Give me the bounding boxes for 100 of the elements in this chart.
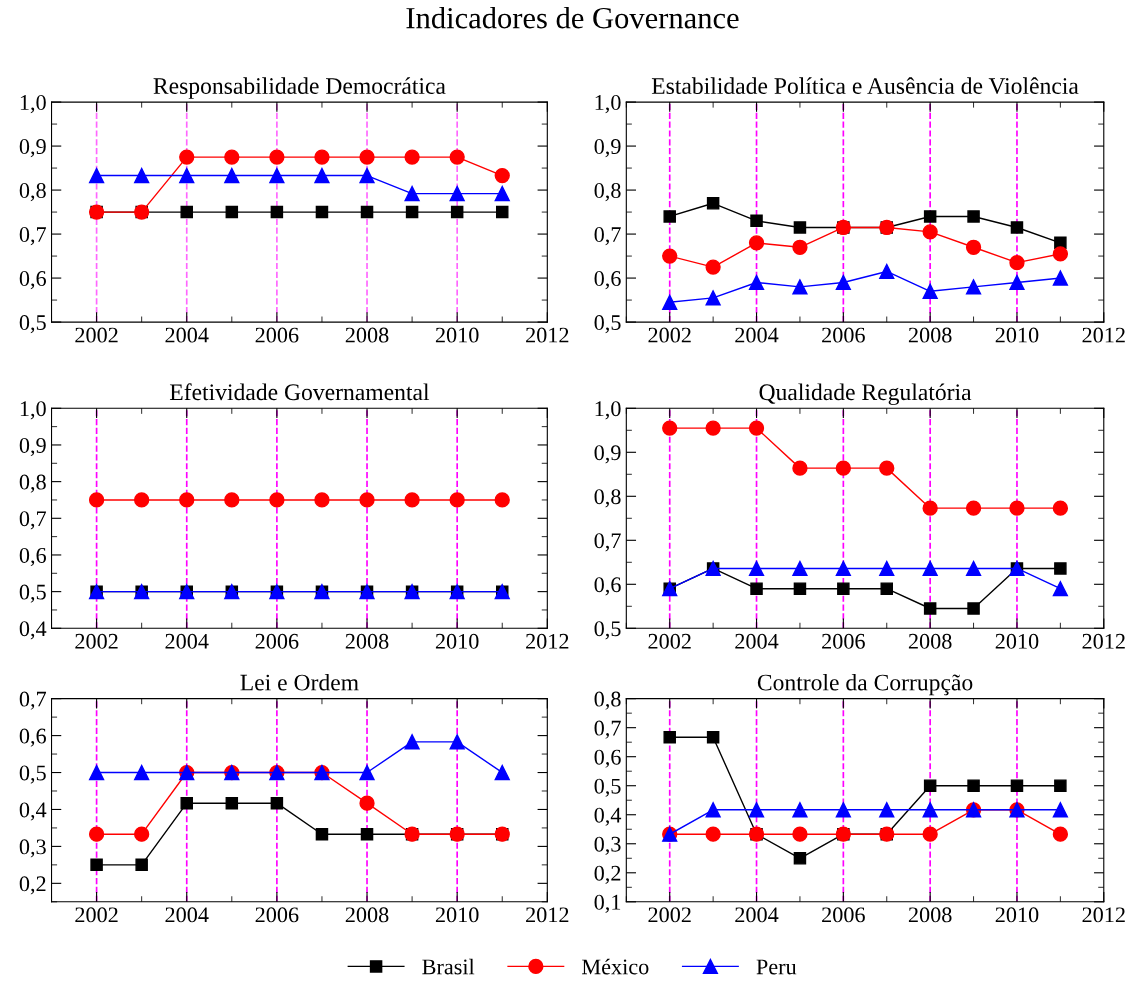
point <box>792 560 808 577</box>
point <box>1052 581 1069 597</box>
point <box>315 827 329 841</box>
point <box>922 283 938 299</box>
y-tick-label: 0,6 <box>19 728 46 747</box>
point <box>880 582 894 595</box>
point <box>360 827 374 841</box>
point <box>180 796 193 810</box>
y-tick-label: 0,6 <box>594 749 621 768</box>
y-tick-label: 0,5 <box>19 765 46 784</box>
y-tick-label: 0,7 <box>594 720 621 739</box>
y-tick-label: 0,9 <box>19 437 46 457</box>
x-tick-label: 2006 <box>255 327 299 343</box>
point <box>922 826 938 842</box>
point <box>705 259 721 275</box>
x-tick-label: 2008 <box>908 327 952 343</box>
y-tick-label: 0,7 <box>594 227 621 246</box>
x-tick-label: 2002 <box>75 633 118 649</box>
point <box>663 210 676 223</box>
point <box>404 185 420 202</box>
y-tick-label: 0,6 <box>594 577 621 596</box>
y-tick-label: 0,5 <box>19 315 46 334</box>
point <box>1052 826 1069 842</box>
point <box>1052 246 1069 262</box>
point <box>269 167 285 184</box>
point <box>494 167 510 184</box>
point <box>1010 779 1024 792</box>
point <box>922 802 938 818</box>
point <box>965 279 982 295</box>
point <box>270 796 284 810</box>
y-tick-label: 0,7 <box>19 227 47 246</box>
y-tick-label: 0,7 <box>19 691 47 710</box>
y-tick-label: 0,4 <box>19 802 47 821</box>
point <box>662 294 678 310</box>
point <box>450 205 464 219</box>
y-tick-label: 0,1 <box>594 894 621 913</box>
point <box>879 560 895 577</box>
point <box>269 149 285 165</box>
chart-title: Estabilidade Política e Ausência de Violência <box>651 77 1079 95</box>
x-tick-label: 2008 <box>908 633 952 649</box>
point <box>360 205 374 219</box>
text: Indicadores de Governance <box>406 6 739 29</box>
y-tick-label: 0,8 <box>594 183 621 202</box>
point <box>748 802 765 818</box>
point <box>923 210 937 223</box>
y-tick-label: 0,6 <box>19 271 46 290</box>
point <box>180 205 193 219</box>
y-tick-label: 0,7 <box>19 511 47 530</box>
chart-title: Efetividade Governamental <box>169 383 430 401</box>
point <box>359 795 375 811</box>
x-tick-label: 2012 <box>1082 633 1125 649</box>
x-tick-label: 2006 <box>822 327 865 343</box>
point <box>1052 500 1069 516</box>
x-tick-label: 2012 <box>526 327 569 343</box>
x-tick-label: 2012 <box>526 907 569 923</box>
y-tick-label: 0,5 <box>594 778 621 797</box>
point <box>705 826 721 842</box>
point <box>922 224 938 240</box>
y-tick-label: 1,0 <box>595 401 621 420</box>
chart-title: Lei e Ordem <box>240 673 359 691</box>
point <box>837 582 850 595</box>
point <box>663 731 676 744</box>
point <box>793 221 807 234</box>
x-tick-label: 2008 <box>345 907 389 923</box>
point <box>179 149 195 165</box>
point <box>1052 802 1069 818</box>
point <box>705 290 721 306</box>
y-tick-label: 0,5 <box>594 621 621 640</box>
y-tick-label: 0,3 <box>19 839 46 858</box>
point <box>135 858 148 872</box>
x-tick-label: 2010 <box>435 907 479 923</box>
point <box>225 796 239 810</box>
point <box>88 167 105 184</box>
point <box>792 826 808 842</box>
x-tick-label: 2004 <box>165 633 209 649</box>
y-tick-label: 0,8 <box>19 474 46 493</box>
point <box>879 263 895 280</box>
x-tick-label: 2008 <box>908 907 952 923</box>
point <box>750 582 763 595</box>
point <box>315 205 329 219</box>
point <box>494 185 510 202</box>
point <box>134 167 150 184</box>
point <box>835 274 851 291</box>
point <box>225 205 239 219</box>
y-tick-label: 0,3 <box>594 836 621 855</box>
point <box>705 420 721 436</box>
y-tick-label: 0,2 <box>594 865 621 884</box>
point <box>88 826 105 842</box>
point <box>449 149 465 165</box>
x-tick-label: 2012 <box>1082 327 1125 343</box>
y-tick-label: 0,6 <box>19 547 46 567</box>
point <box>965 239 982 255</box>
y-tick-label: 0,6 <box>594 271 621 290</box>
point <box>835 560 851 577</box>
point <box>793 852 807 865</box>
point <box>449 185 465 202</box>
point <box>792 802 808 818</box>
y-tick-label: 0,2 <box>19 876 46 895</box>
point <box>314 149 330 165</box>
y-tick-label: 0,8 <box>19 183 46 202</box>
